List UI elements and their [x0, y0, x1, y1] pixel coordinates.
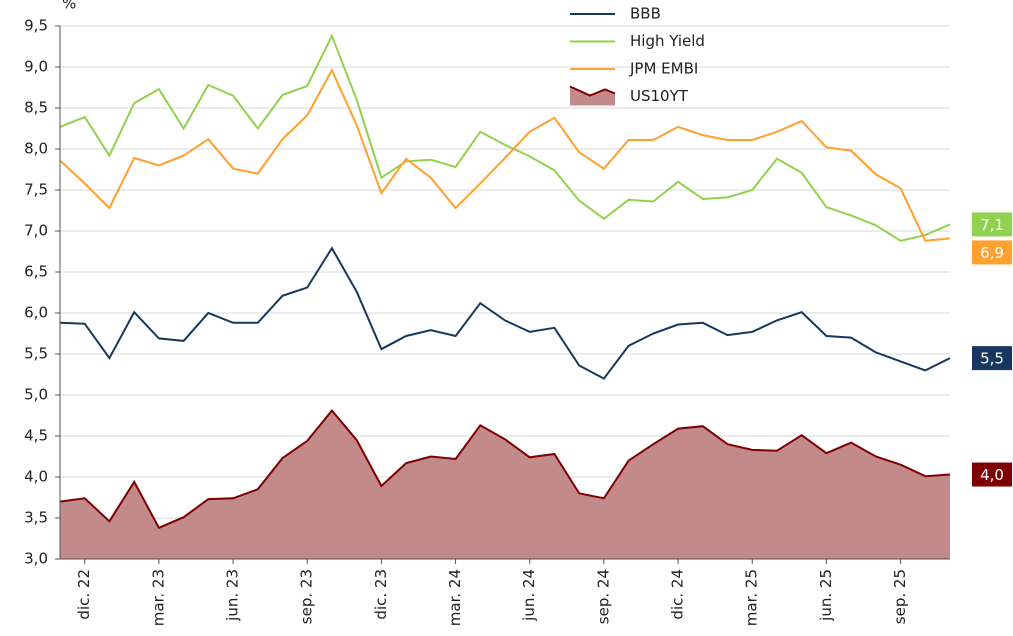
y-tick-label: 9,5 — [24, 17, 48, 35]
y-tick-label: 9,0 — [24, 58, 48, 76]
y-tick-label: 4,0 — [24, 468, 48, 486]
end-label: 6,9 — [980, 244, 1004, 262]
area — [60, 410, 950, 559]
line — [59, 68, 951, 242]
y-tick-label: 8,0 — [24, 140, 48, 158]
end-label-box — [972, 212, 1012, 237]
y-tick-label: 3,0 — [24, 550, 48, 568]
x-tick-label: sep. 24 — [594, 569, 612, 624]
y-tick-label: 7,5 — [24, 181, 48, 199]
y-tick-label: 6,0 — [24, 304, 48, 322]
end-label-box — [972, 462, 1012, 487]
line — [59, 246, 951, 380]
x-tick-label: jun. 25 — [817, 569, 835, 622]
x-tick-label: jun. 23 — [224, 569, 242, 622]
end-label-box — [972, 346, 1012, 371]
end-label-box — [972, 240, 1012, 265]
y-tick-label: 5,5 — [24, 345, 48, 363]
legend-label: BBB — [630, 5, 661, 23]
y-tick-label: 3,5 — [24, 509, 48, 527]
x-tick-label: mar. 23 — [149, 569, 167, 626]
x-tick-label: sep. 25 — [891, 569, 909, 624]
end-label: 4,0 — [980, 466, 1004, 484]
x-tick-label: mar. 25 — [743, 569, 761, 626]
y-tick-label: 4,5 — [24, 427, 48, 445]
legend-swatch — [570, 86, 615, 106]
x-tick-label: jun. 24 — [520, 569, 538, 622]
legend-line — [569, 85, 616, 97]
x-tick-label: dic. 24 — [669, 569, 687, 620]
line — [59, 409, 951, 530]
y-tick-label: 7,0 — [24, 222, 48, 240]
line — [59, 33, 951, 242]
x-tick-label: dic. 22 — [75, 569, 93, 620]
legend-label: High Yield — [630, 32, 705, 50]
end-label: 5,5 — [980, 350, 1004, 368]
legend-label: US10YT — [630, 87, 689, 105]
y-tick-label: 6,5 — [24, 263, 48, 281]
end-label: 7,1 — [980, 216, 1004, 234]
x-tick-label: sep. 23 — [298, 569, 316, 624]
y-tick-label: 8,5 — [24, 99, 48, 117]
x-tick-label: mar. 24 — [446, 569, 464, 626]
x-tick-label: dic. 23 — [372, 569, 390, 620]
y-axis-label: % — [62, 0, 76, 13]
legend-label: JPM EMBI — [629, 60, 698, 78]
y-tick-label: 5,0 — [24, 386, 48, 404]
